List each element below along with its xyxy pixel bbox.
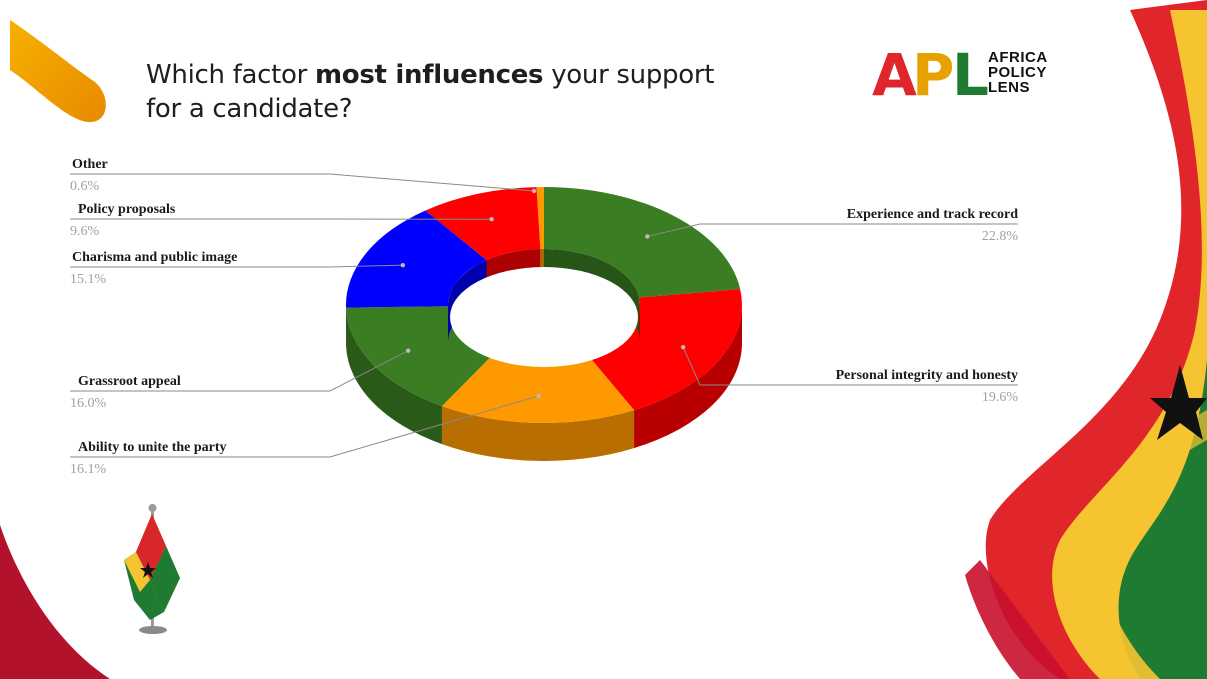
slice-label-1: Personal integrity and honesty bbox=[836, 368, 1018, 383]
logo-letter-a: A bbox=[872, 41, 917, 109]
logo-word-africa: AFRICA bbox=[988, 49, 1048, 66]
leader-dot-6 bbox=[531, 188, 537, 194]
slice-value-5: 9.6% bbox=[70, 224, 100, 239]
leader-line-0 bbox=[647, 223, 1018, 237]
slice-label-6: Other bbox=[72, 157, 108, 172]
logo-letter-l: L bbox=[952, 41, 989, 109]
leader-line-1 bbox=[682, 346, 1018, 386]
leader-line-4 bbox=[70, 264, 403, 268]
slice-value-2: 16.1% bbox=[70, 462, 107, 477]
leader-dot-3 bbox=[405, 348, 411, 353]
leader-line-3 bbox=[70, 350, 409, 392]
ghana-table-flag-icon bbox=[124, 504, 180, 634]
red-corner-shape bbox=[0, 525, 110, 679]
donut-labels: Experience and track record 22.8% Personal… bbox=[70, 157, 1018, 477]
logo-word-policy: POLICY bbox=[988, 64, 1047, 81]
title-emphasis: most influences bbox=[315, 60, 544, 90]
leader-dot-5 bbox=[489, 217, 494, 222]
donut-wall-1 bbox=[634, 305, 742, 449]
donut-slice-2 bbox=[441, 352, 635, 423]
slice-label-3: Grassroot appeal bbox=[78, 374, 181, 389]
orange-swoosh-shape bbox=[10, 20, 106, 123]
leader-line-2 bbox=[70, 395, 539, 458]
slice-value-6: 0.6% bbox=[70, 179, 100, 194]
slice-value-4: 15.1% bbox=[70, 272, 107, 287]
logo-letter-p: P bbox=[912, 41, 955, 109]
donut-hole bbox=[450, 267, 638, 367]
slice-label-4: Charisma and public image bbox=[72, 250, 237, 265]
title-suffix: your support bbox=[543, 60, 715, 90]
logo-word-lens: LENS bbox=[988, 79, 1031, 96]
slice-label-5: Policy proposals bbox=[78, 202, 176, 217]
slice-label-2: Ability to unite the party bbox=[78, 440, 227, 455]
donut-inner-wall-1-0 bbox=[639, 297, 640, 343]
ghana-ribbon-shape bbox=[965, 0, 1207, 679]
title-prefix: Which factor bbox=[146, 60, 315, 90]
leader-line-6 bbox=[70, 173, 535, 192]
donut-slice-6 bbox=[536, 187, 544, 250]
donut-wall-3 bbox=[346, 307, 442, 445]
chart-title: Which factor most influences your suppor… bbox=[146, 58, 766, 126]
leader-dot-0 bbox=[645, 234, 650, 239]
donut-slice-4 bbox=[346, 210, 487, 308]
donut-slice-0 bbox=[544, 187, 741, 298]
africa-policy-lens-logo: A P L AFRICA POLICY LENS bbox=[872, 44, 1072, 108]
slice-value-3: 16.0% bbox=[70, 396, 107, 411]
slice-value-1: 19.6% bbox=[982, 390, 1019, 405]
slice-value-0: 22.8% bbox=[982, 229, 1019, 244]
slice-label-0: Experience and track record bbox=[847, 207, 1018, 222]
donut-outer-walls bbox=[346, 305, 742, 461]
black-star-icon bbox=[1150, 365, 1207, 440]
logo-wordmark: AFRICA POLICY LENS bbox=[988, 50, 1048, 95]
donut-slices bbox=[346, 187, 742, 423]
donut-slice-5 bbox=[425, 187, 541, 261]
donut-slice-1 bbox=[587, 289, 742, 411]
donut-wall-2 bbox=[441, 406, 635, 461]
leader-dot-4 bbox=[400, 262, 406, 268]
leader-dot-1 bbox=[680, 344, 686, 350]
title-line2: for a candidate? bbox=[146, 94, 353, 124]
leader-dot-2 bbox=[536, 393, 541, 399]
